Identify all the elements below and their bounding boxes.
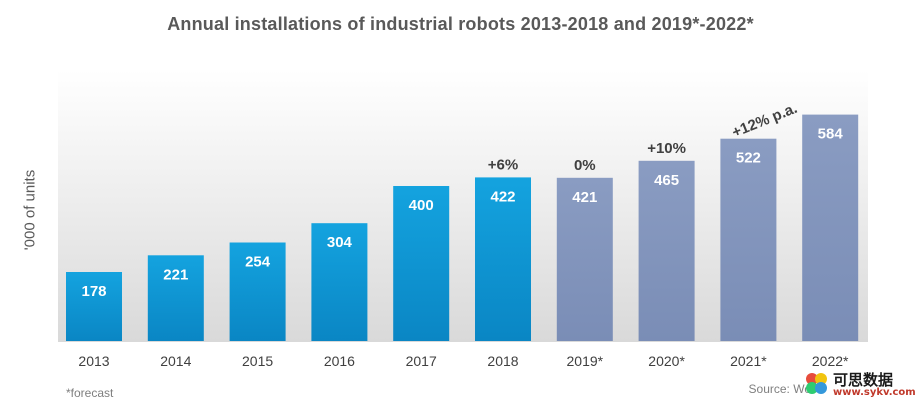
watermark: 可思数据 www.sykv.com [803,366,916,400]
bar-2015 [229,242,286,341]
x-tick-label: 2014 [160,353,191,369]
bar-value-label: 584 [818,126,844,143]
bar-value-label: 421 [572,189,597,206]
bar-value-label: 400 [409,197,434,214]
bar-2018 [475,177,531,341]
chart-title: Annual installations of industrial robot… [167,14,754,34]
bar-value-label: 221 [163,266,188,283]
x-tick-label: 2013 [78,353,109,369]
bar-value-label: 254 [245,254,271,271]
x-tick-label: 2020* [648,353,685,369]
x-tick-label: 2021* [730,353,767,369]
bar-2021 [720,138,777,341]
growth-annotation: 0% [574,157,596,174]
x-tick-label: 2018 [487,353,518,369]
bar-value-label: 178 [81,283,106,300]
source-note: Source: Wo [748,382,811,396]
growth-annotation: +10% [647,140,686,157]
bar-2022 [802,114,859,341]
bar-2013 [66,272,122,341]
x-tick-label: 2017 [406,353,437,369]
watermark-url: www.sykv.com [833,387,916,398]
bar-2020 [638,160,695,341]
bar-2017 [393,186,450,341]
watermark-text: 可思数据 [833,371,894,389]
bar-value-label: 465 [654,172,679,189]
x-tick-label: 2015 [242,353,273,369]
x-tick-label: 2022* [812,353,849,369]
footnote: *forecast [66,386,114,400]
x-tick-label: 2019* [567,353,604,369]
bar-value-label: 522 [736,150,761,167]
bar-2014 [147,255,204,341]
growth-annotation: +6% [488,156,518,173]
watermark-logo-icon [806,373,827,394]
bar-2019 [556,177,613,341]
bar-value-label: 422 [490,188,515,205]
bar-value-label: 304 [327,234,353,251]
x-tick-label: 2016 [324,353,355,369]
bar-2016 [311,223,368,341]
